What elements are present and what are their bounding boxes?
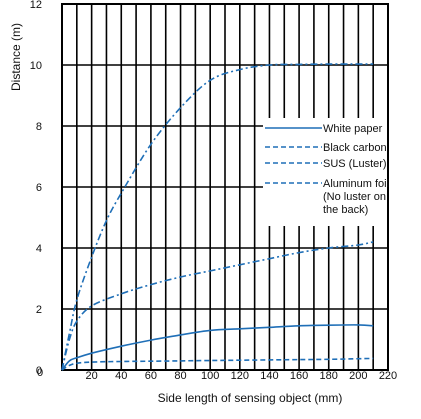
series-line-0	[61, 324, 374, 371]
y-tick-label: 4	[36, 243, 42, 255]
y-tick-label: 12	[30, 0, 42, 11]
y-tick-label: 0	[36, 365, 42, 377]
x-tick-label: 160	[290, 370, 308, 382]
x-axis-label: Side length of sensing object (mm)	[158, 391, 343, 405]
x-tick-label: 180	[320, 370, 338, 382]
x-tick-label: 140	[260, 370, 278, 382]
x-tick-label: 100	[201, 370, 219, 382]
legend-label-0: White paper	[323, 123, 383, 135]
x-tick-label: 220	[379, 370, 397, 382]
plot-frame	[61, 3, 389, 371]
legend-box	[263, 118, 402, 226]
x-tick-label: 120	[231, 370, 249, 382]
y-tick-label: 2	[36, 304, 42, 316]
y-axis-label: Distance (m)	[9, 23, 23, 91]
x-tick-label: 80	[174, 370, 186, 382]
y-tick-label: 6	[36, 182, 42, 194]
y-tick-label: 8	[36, 121, 42, 133]
legend-label-3: Aluminum foil	[323, 178, 389, 190]
legend-label-1: Black carbon	[323, 142, 387, 154]
x-tick-label: 60	[145, 370, 157, 382]
x-tick-label-origin: 0	[37, 367, 43, 379]
legend-label-2: SUS (Luster)	[323, 158, 387, 170]
x-tick-label: 20	[86, 370, 98, 382]
series-line-3	[61, 63, 374, 371]
x-tick-label: 200	[349, 370, 367, 382]
x-tick-label: 40	[115, 370, 127, 382]
series-line-2	[61, 241, 374, 371]
series-line-1	[61, 357, 374, 371]
legend-label-3: (No luster on	[323, 191, 386, 203]
y-tick-label: 10	[30, 60, 42, 72]
legend-label-3: the back)	[323, 204, 368, 216]
